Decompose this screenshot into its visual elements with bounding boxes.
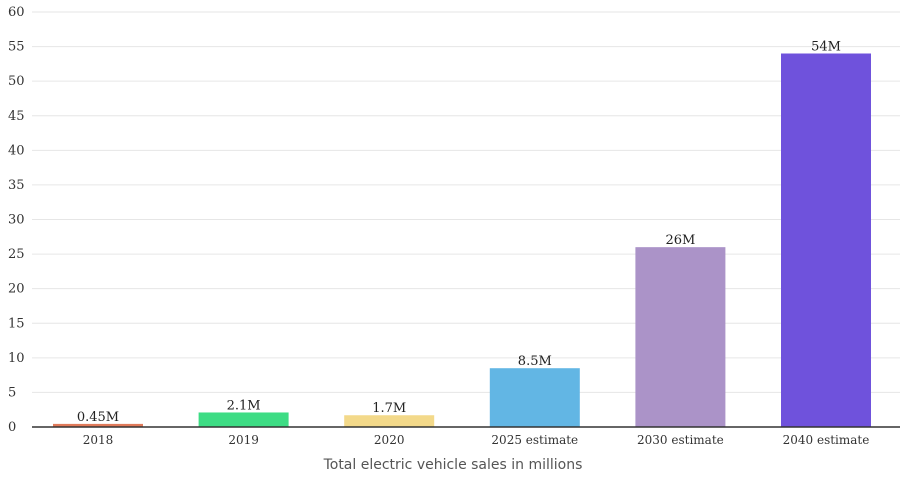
bar [53, 423, 143, 427]
data-label: 8.5M [518, 354, 552, 369]
y-tick-label: 50 [8, 74, 25, 89]
x-tick-label: 2030 estimate [637, 433, 724, 447]
data-label: 26M [665, 233, 695, 248]
y-axis-ticks: 0 5 10 15 20 25 30 35 40 45 50 55 60 [8, 5, 25, 435]
bar [489, 368, 580, 427]
x-tick-label: 2018 [83, 433, 114, 447]
grid-layer [32, 11, 900, 393]
y-tick-label: 40 [8, 143, 25, 158]
data-label: 2.1M [227, 398, 261, 413]
y-tick-label: 60 [8, 5, 25, 20]
bar [781, 53, 871, 427]
x-tick-label: 2019 [228, 433, 259, 447]
y-tick-label: 0 [8, 420, 16, 435]
bar [344, 415, 435, 427]
x-tick-label: 2040 estimate [783, 433, 870, 447]
y-tick-label: 10 [8, 351, 25, 366]
y-tick-label: 20 [8, 282, 25, 297]
data-labels: 0.45M 2.1M 1.7M 8.5M 26M 54M [77, 40, 841, 425]
bar-chart: 0 5 10 15 20 25 30 35 40 45 50 55 60 0.45M 2.1M 1.7M 8.… [8, 5, 900, 447]
y-tick-label: 15 [8, 316, 25, 331]
bars [53, 53, 871, 427]
data-label: 54M [811, 40, 841, 55]
bar [198, 412, 289, 427]
x-tick-label: 2020 [374, 433, 405, 447]
data-label: 1.7M [372, 401, 406, 416]
y-tick-label: 30 [8, 213, 25, 228]
y-tick-label: 25 [8, 247, 25, 262]
x-axis-title: Total electric vehicle sales in millions [323, 457, 583, 473]
bar [635, 247, 726, 427]
x-tick-label: 2025 estimate [491, 433, 578, 447]
y-tick-label: 5 [8, 385, 16, 400]
y-tick-label: 35 [8, 178, 25, 193]
x-axis-ticks: 2018 2019 2020 2025 estimate 2030 estimate 20… [83, 433, 870, 447]
y-tick-label: 45 [8, 109, 25, 124]
y-tick-label: 55 [8, 40, 25, 55]
data-label: 0.45M [77, 410, 119, 425]
